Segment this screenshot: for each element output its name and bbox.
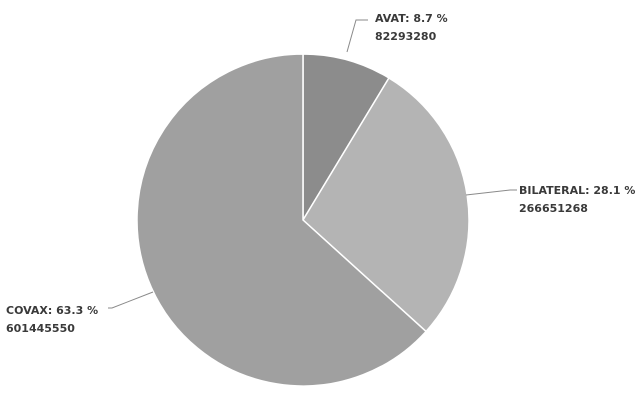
slice-covax[interactable]: [136, 53, 428, 387]
covax-percent: 63.3 %: [56, 304, 98, 317]
bilateral-label[interactable]: BILATERAL: 28.1 %: [519, 184, 635, 197]
covax-leader-line: [108, 291, 154, 309]
avat-label[interactable]: AVAT: 8.7 %: [375, 12, 448, 25]
avat-name: AVAT: [375, 12, 406, 25]
covax-name: COVAX: [6, 304, 48, 317]
bilateral-percent: 28.1 %: [593, 184, 635, 197]
bilateral-colon: :: [585, 184, 593, 197]
covax-value: 601445550: [6, 322, 75, 335]
bilateral-value: 266651268: [519, 202, 588, 215]
slice-avat[interactable]: [302, 53, 390, 223]
pie-slices: [136, 53, 470, 387]
slice-bilateral[interactable]: [302, 76, 470, 333]
covax-colon: :: [48, 304, 56, 317]
avat-colon: :: [405, 12, 413, 25]
bilateral-leader-line: [465, 189, 517, 196]
avat-leader-line: [346, 19, 368, 53]
covax-label[interactable]: COVAX: 63.3 %: [6, 304, 98, 317]
avat-value: 82293280: [375, 30, 437, 43]
bilateral-name: BILATERAL: [519, 184, 585, 197]
avat-percent: 8.7 %: [413, 12, 447, 25]
